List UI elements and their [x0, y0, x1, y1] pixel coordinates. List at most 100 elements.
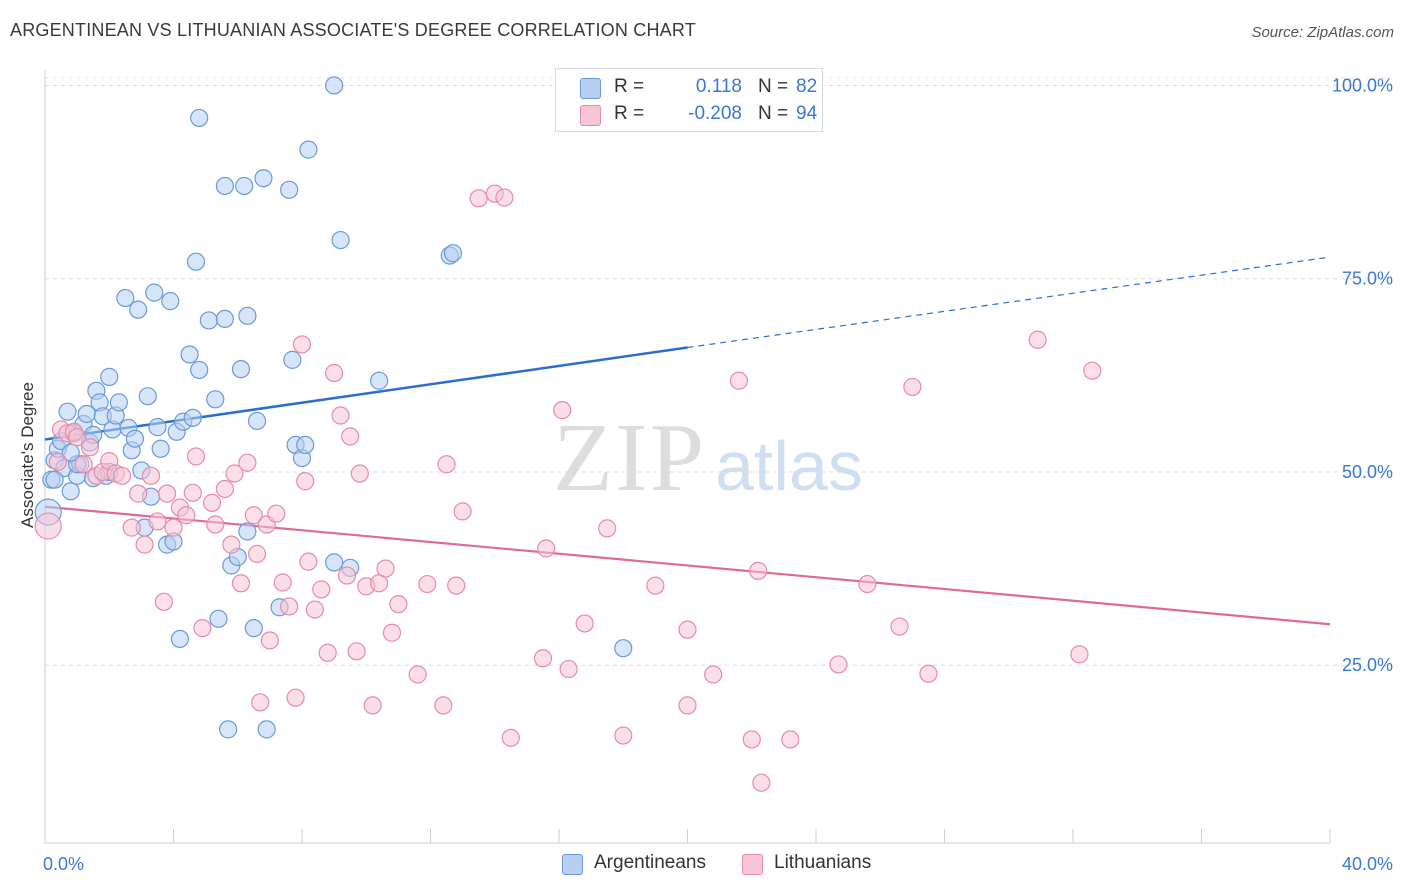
data-point — [408, 665, 427, 684]
correlation-legend: R = 0.118 N = 82 R = -0.208 N = 94 — [555, 68, 823, 132]
data-point — [161, 292, 180, 311]
y-tick-label: 25.0% — [1342, 655, 1393, 675]
data-point — [260, 631, 279, 650]
data-point — [109, 393, 128, 412]
data-point — [678, 696, 697, 715]
data-point — [138, 387, 157, 406]
data-point — [68, 428, 87, 447]
data-point — [919, 664, 938, 683]
data-point — [141, 466, 161, 485]
data-point — [347, 642, 366, 661]
data-point — [389, 595, 408, 614]
data-point — [151, 439, 170, 458]
source-label: Source: ZipAtlas.com — [1251, 24, 1394, 41]
data-point — [331, 406, 350, 425]
data-point — [145, 283, 164, 302]
data-point — [100, 367, 119, 386]
watermark: ZIP atlas — [553, 404, 863, 512]
n-value: 82 — [796, 76, 818, 97]
data-point — [350, 464, 369, 483]
blue-swatch — [580, 78, 601, 99]
data-point — [48, 452, 67, 472]
data-point — [190, 108, 209, 128]
data-point — [537, 539, 556, 558]
data-point — [678, 620, 697, 639]
data-point — [186, 252, 206, 271]
data-point — [325, 553, 344, 572]
data-point — [363, 696, 382, 715]
data-point — [225, 464, 244, 483]
pink-swatch — [742, 854, 763, 875]
r-value: 0.118 — [695, 76, 742, 97]
data-point — [231, 360, 251, 379]
data-point — [341, 427, 360, 446]
data-point — [443, 244, 463, 263]
data-point — [215, 479, 234, 499]
data-point — [292, 335, 312, 354]
data-point — [382, 623, 402, 642]
data-point — [215, 176, 234, 196]
data-point — [247, 411, 267, 431]
r-label: R = — [614, 103, 645, 124]
data-point — [1083, 361, 1102, 380]
data-point — [501, 728, 520, 747]
data-point — [533, 649, 553, 668]
data-point — [254, 169, 273, 188]
data-point — [206, 515, 225, 534]
n-value: 94 — [796, 103, 818, 124]
data-point — [752, 773, 771, 792]
data-point — [781, 730, 800, 749]
data-point — [231, 574, 251, 593]
data-point — [74, 455, 93, 474]
data-point — [61, 482, 80, 501]
data-point — [858, 574, 877, 594]
data-point — [337, 566, 357, 585]
data-point — [312, 580, 331, 599]
data-point — [34, 512, 62, 540]
data-point — [447, 576, 466, 595]
data-point — [318, 643, 337, 662]
data-point — [148, 512, 167, 531]
series-argentineans — [34, 76, 633, 739]
data-point — [116, 288, 135, 308]
data-point — [283, 350, 302, 369]
data-point — [742, 730, 761, 749]
data-point — [890, 617, 909, 636]
series-lithuanians — [34, 184, 1102, 792]
data-point — [1070, 645, 1089, 664]
data-point — [305, 600, 324, 619]
data-point — [325, 363, 344, 383]
data-point — [148, 418, 167, 437]
data-point — [186, 447, 206, 466]
data-point — [244, 619, 263, 638]
data-point — [903, 377, 922, 397]
data-point — [135, 535, 154, 554]
data-point — [614, 726, 633, 745]
data-point — [434, 696, 453, 715]
data-point — [45, 470, 64, 489]
data-point — [469, 189, 488, 208]
data-point — [157, 484, 177, 503]
data-point — [154, 592, 173, 611]
data-point — [183, 483, 202, 502]
data-point — [61, 443, 80, 462]
data-point — [235, 176, 254, 196]
data-point — [238, 522, 257, 541]
data-point — [238, 306, 257, 325]
x-tick-label: 40.0% — [1342, 854, 1393, 874]
n-label: N = — [758, 76, 789, 97]
data-point — [370, 371, 389, 390]
data-point — [177, 506, 196, 525]
data-point — [418, 574, 437, 594]
data-point — [1028, 330, 1047, 349]
data-point — [129, 484, 148, 503]
data-point — [238, 453, 257, 472]
data-point — [257, 720, 276, 739]
data-point — [559, 659, 578, 679]
data-point — [299, 552, 318, 571]
chart-title: ARGENTINEAN VS LITHUANIAN ASSOCIATE'S DE… — [10, 20, 696, 40]
data-point — [129, 300, 148, 319]
data-point — [325, 76, 344, 95]
data-point — [122, 518, 141, 537]
data-point — [273, 573, 292, 592]
